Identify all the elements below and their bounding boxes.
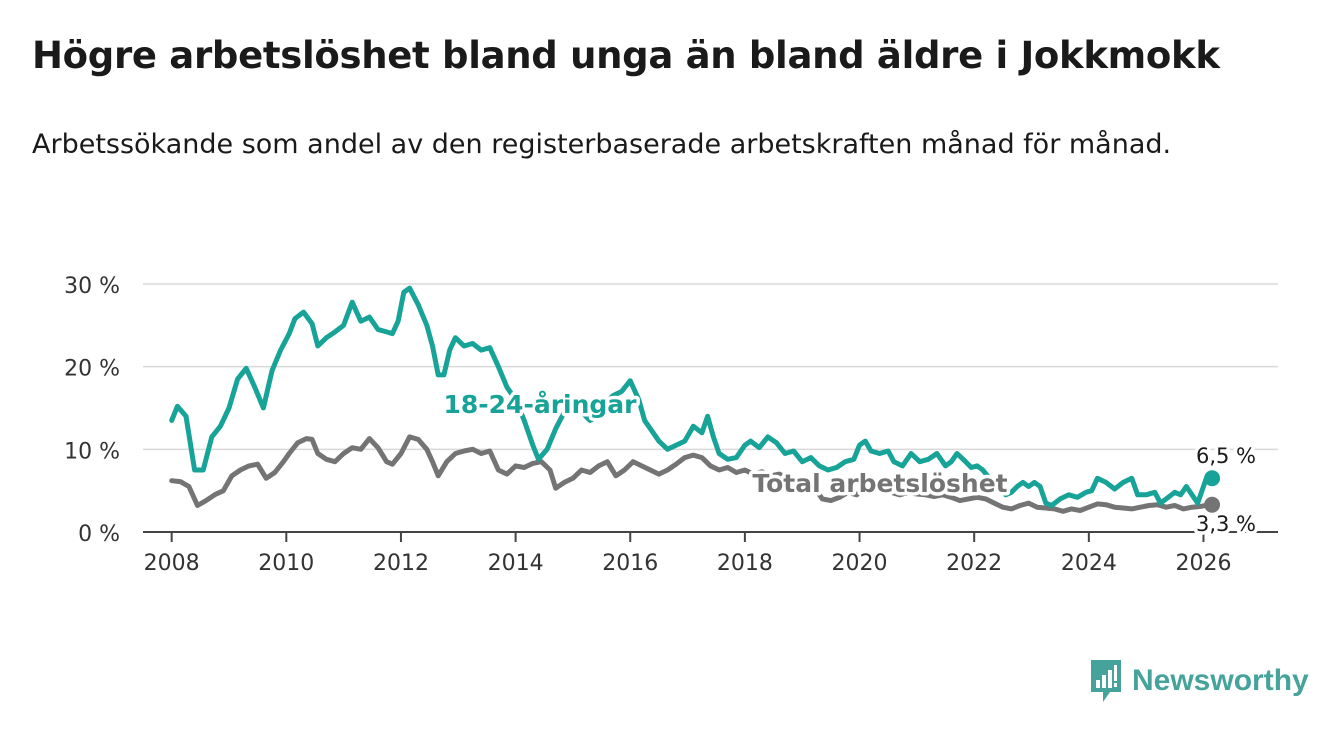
series-line-total xyxy=(169,434,1215,514)
x-tick-label-2024: 2024 xyxy=(1061,551,1117,576)
newsworthy-logo: Newsworthy xyxy=(1088,658,1309,704)
series-label-total: Total arbetslöshet xyxy=(752,469,1007,498)
series-lines xyxy=(169,285,1221,514)
brand-name: Newsworthy xyxy=(1132,664,1309,697)
x-tick-label-2026: 2026 xyxy=(1175,551,1231,576)
chart-subtitle: Arbetssökande som andel av den registerb… xyxy=(32,129,1172,160)
y-tick-label-20: 20 % xyxy=(64,357,120,382)
chart-title: Högre arbetslöshet bland unga än bland ä… xyxy=(32,34,1220,77)
end-point-total xyxy=(1204,496,1221,513)
newsworthy-icon xyxy=(1091,660,1121,702)
x-tick-label-2018: 2018 xyxy=(717,551,773,576)
y-tick-label-10: 10 % xyxy=(64,439,120,464)
series-label-youth: 18-24-åringar xyxy=(444,390,638,419)
y-axis-tick-labels: 0 % 10 % 20 % 30 % xyxy=(64,274,120,547)
end-point-youth xyxy=(1204,470,1221,487)
x-tick-label-2014: 2014 xyxy=(488,551,544,576)
x-tick-label-2022: 2022 xyxy=(946,551,1002,576)
x-tick-label-2012: 2012 xyxy=(373,551,429,576)
x-tick-label-2008: 2008 xyxy=(144,551,200,576)
x-tick-label-2010: 2010 xyxy=(258,551,314,576)
series-labels: 18-24-åringar Total arbetslöshet 6,5 % 3,3 … xyxy=(440,387,1260,540)
y-tick-label-0: 0 % xyxy=(78,522,120,547)
gridlines xyxy=(143,283,1278,451)
x-tick-label-2020: 2020 xyxy=(832,551,888,576)
y-tick-label-30: 30 % xyxy=(64,274,120,299)
x-tick-label-2016: 2016 xyxy=(602,551,658,576)
series-line-youth xyxy=(169,285,1215,508)
end-label-youth: 6,5 % xyxy=(1196,444,1256,468)
end-label-total: 3,3 % xyxy=(1196,512,1256,536)
x-axis: 2008 2010 2012 2014 2016 2018 2020 2022 2024 2026 xyxy=(143,531,1278,576)
